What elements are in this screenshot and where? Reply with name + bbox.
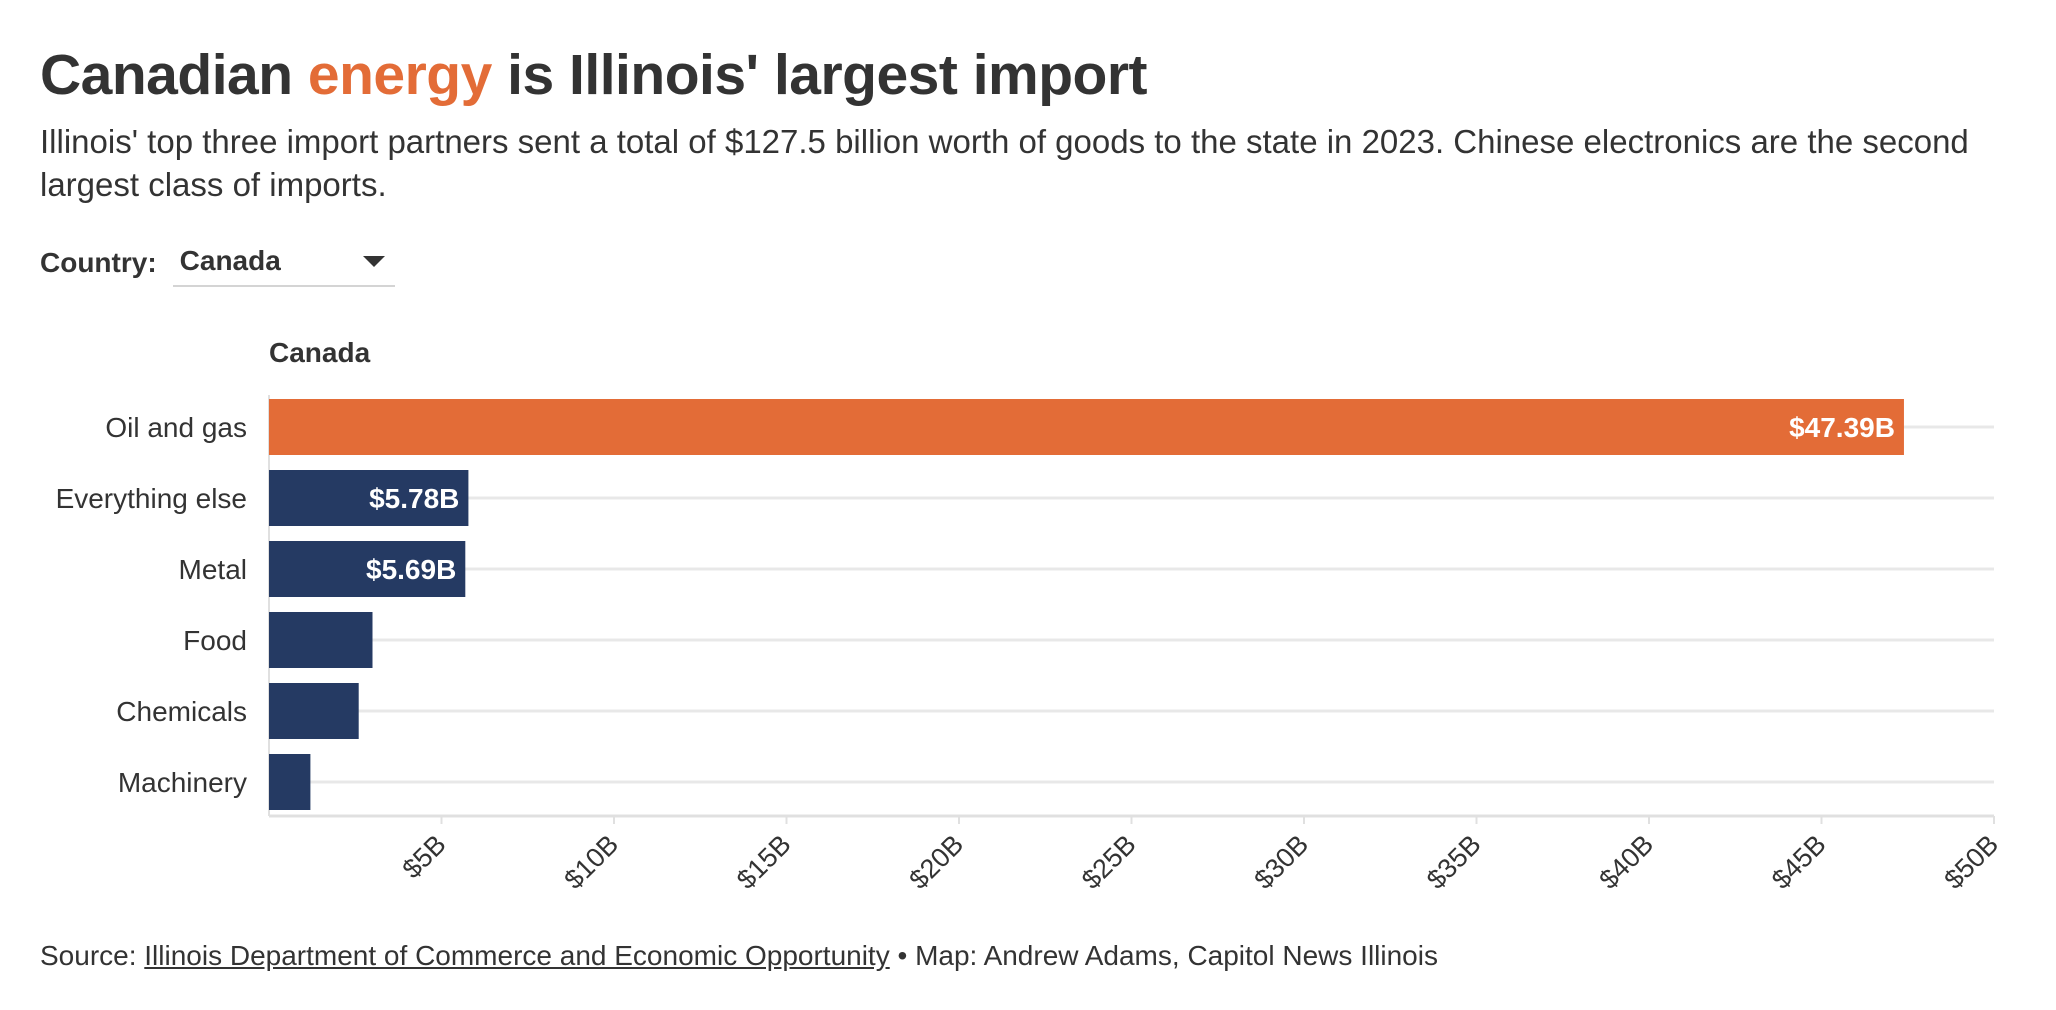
chevron-down-icon[interactable] <box>362 256 385 267</box>
x-tick-label: $30B <box>1248 829 1314 895</box>
x-tick-label: $5B <box>397 829 452 884</box>
data-label: $47.39B <box>1789 412 1895 443</box>
data-label: $5.78B <box>369 483 459 514</box>
category-label: Chemicals <box>116 696 247 727</box>
source-prefix: Source: <box>40 940 145 971</box>
category-label: Oil and gas <box>105 412 247 443</box>
credit-text: • Map: Andrew Adams, Capitol News Illino… <box>889 940 1438 971</box>
bar-chemicals <box>269 683 359 739</box>
bar-chart: Canada Oil and gas $47.39B Everything else $… <box>56 337 2005 895</box>
category-label: Food <box>183 625 247 656</box>
bar-everything-else <box>269 470 469 526</box>
bar-metal <box>269 541 466 597</box>
source-footer: Source: Illinois Department of Commerce … <box>40 940 1438 972</box>
title-part-2: is Illinois' largest import <box>491 43 1148 107</box>
category-label: Everything else <box>56 483 247 514</box>
x-tick-label: $50B <box>1938 829 2004 895</box>
x-tick-label: $10B <box>558 829 624 895</box>
chart-title: Canada <box>269 337 371 368</box>
category-label: Metal <box>179 554 247 585</box>
title-highlight: energy <box>307 43 492 107</box>
x-tick-label: $35B <box>1421 829 1487 895</box>
x-tick-label: $45B <box>1766 829 1832 895</box>
bar-oil-and-gas <box>269 399 1904 455</box>
data-label: $5.69B <box>366 554 456 585</box>
country-select-value: Canada <box>179 245 281 276</box>
country-select[interactable]: Canada <box>172 239 395 287</box>
x-tick-label: $20B <box>903 829 969 895</box>
page-subtitle: Illinois' top three import partners sent… <box>40 123 1969 203</box>
x-tick-label: $15B <box>731 829 797 895</box>
x-tick-label: $25B <box>1076 829 1142 895</box>
source-link[interactable]: Illinois Department of Commerce and Econ… <box>144 940 890 971</box>
country-control: Country: Canada <box>40 239 395 287</box>
x-tick-label: $40B <box>1593 829 1659 895</box>
category-label: Machinery <box>118 767 247 798</box>
country-label: Country: <box>40 247 157 278</box>
bar-food <box>269 612 373 668</box>
title-part-1: Canadian <box>40 43 308 107</box>
page-title: Canadian energy is Illinois' largest imp… <box>40 42 1148 108</box>
bar-machinery <box>269 754 311 810</box>
